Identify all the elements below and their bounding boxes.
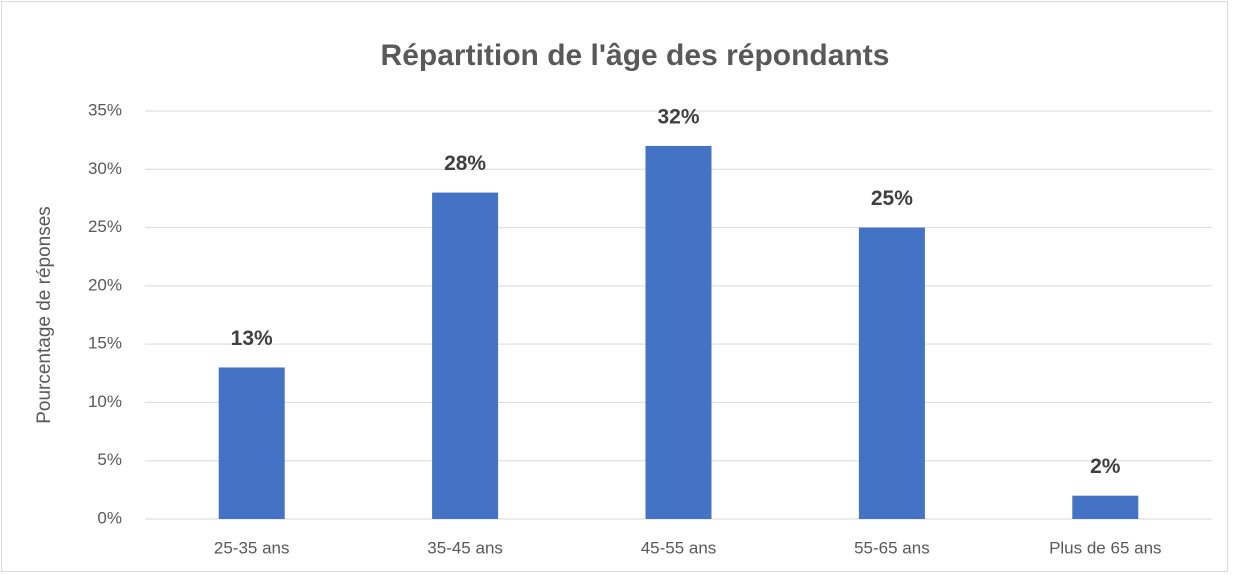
y-tick-label: 35% bbox=[88, 100, 122, 119]
y-tick-label: 20% bbox=[88, 275, 122, 294]
x-tick-label: 45-55 ans bbox=[641, 538, 717, 557]
x-tick-label: Plus de 65 ans bbox=[1049, 538, 1161, 557]
bar bbox=[858, 227, 925, 520]
y-tick-label: 5% bbox=[97, 450, 122, 469]
y-tick-label: 30% bbox=[88, 159, 122, 178]
y-tick-label: 10% bbox=[88, 392, 122, 411]
chart-title: Répartition de l'âge des répondants bbox=[381, 39, 890, 72]
bar bbox=[432, 192, 499, 519]
x-tick-label: 55-65 ans bbox=[854, 538, 930, 557]
data-label: 13% bbox=[231, 327, 273, 350]
bar bbox=[645, 145, 712, 519]
y-axis-label: Pourcentage de réponses bbox=[34, 206, 55, 424]
bar bbox=[1072, 495, 1139, 519]
y-tick-label: 0% bbox=[97, 508, 122, 527]
data-label: 32% bbox=[657, 106, 699, 129]
y-tick-label: 25% bbox=[88, 217, 122, 236]
data-label: 25% bbox=[871, 187, 913, 210]
y-tick-label: 15% bbox=[88, 334, 122, 353]
data-label: 2% bbox=[1090, 455, 1121, 478]
data-label: 28% bbox=[444, 152, 486, 175]
x-tick-label: 35-45 ans bbox=[427, 538, 503, 557]
x-tick-label: 25-35 ans bbox=[214, 538, 290, 557]
bar bbox=[218, 367, 285, 519]
